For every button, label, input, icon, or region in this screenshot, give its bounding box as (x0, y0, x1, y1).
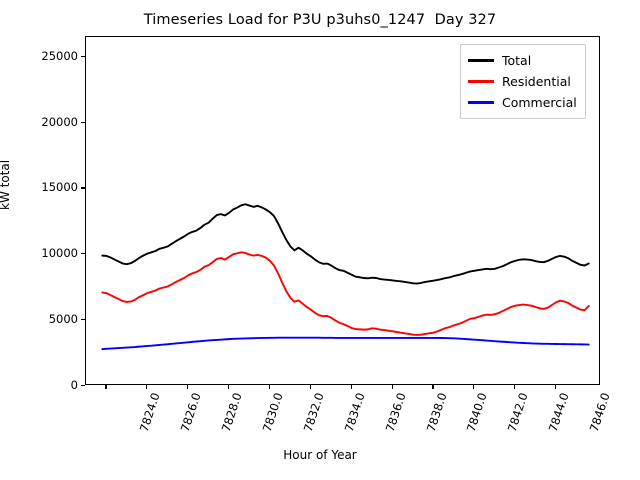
legend-entry: Residential (468, 71, 577, 92)
series-line (101, 336, 590, 351)
x-tick-label: 7846.0 (586, 391, 613, 434)
y-tick-label: 15000 (41, 180, 78, 195)
x-tick-label: 7828.0 (218, 391, 245, 434)
x-axis-label: Hour of Year (283, 448, 357, 462)
x-tick-label: 7830.0 (259, 391, 286, 434)
y-tick-mark (81, 55, 85, 57)
legend-label: Commercial (502, 95, 577, 110)
chart-title: Timeseries Load for P3U p3uhs0_1247 Day … (143, 12, 497, 28)
legend-label: Total (502, 53, 532, 68)
chart-legend: Total Residential Commercial (460, 44, 586, 119)
x-tick-mark (514, 385, 516, 389)
y-tick-label: 25000 (41, 48, 78, 63)
y-tick-label: 0 (70, 378, 78, 392)
x-tick-mark (228, 385, 230, 389)
x-tick-label: 7838.0 (423, 391, 450, 434)
legend-entry: Total (468, 50, 577, 71)
x-tick-mark (309, 385, 311, 389)
y-tick-mark (81, 253, 85, 255)
x-tick-label: 7826.0 (178, 391, 204, 434)
x-tick-label: 7844.0 (545, 391, 572, 434)
x-tick-mark (268, 385, 271, 389)
series-line (101, 251, 590, 336)
y-tick-label: 10000 (41, 246, 78, 261)
y-axis-label: kW total (0, 159, 12, 210)
y-tick-mark (81, 121, 85, 123)
x-tick-label: 7824.0 (137, 391, 163, 434)
legend-swatch (468, 80, 494, 83)
plot-svg (101, 203, 590, 351)
x-tick-mark (146, 385, 148, 389)
y-tick-label: 20000 (41, 114, 78, 129)
y-tick-mark (81, 385, 85, 387)
legend-entry: Commercial (468, 92, 577, 113)
x-tick-label: 7834.0 (341, 391, 368, 434)
x-tick-label: 7832.0 (300, 391, 327, 434)
x-tick-mark (350, 385, 352, 389)
series-line (101, 203, 590, 285)
x-tick-mark (105, 385, 107, 389)
x-tick-mark (391, 385, 393, 389)
x-tick-mark (555, 385, 557, 389)
y-tick-mark (81, 319, 85, 321)
plot-area (85, 36, 600, 385)
legend-label: Residential (502, 74, 571, 89)
x-tick-mark (432, 385, 434, 389)
x-tick-label: 7836.0 (382, 391, 409, 434)
x-tick-label: 7840.0 (464, 391, 490, 434)
x-tick-mark (187, 385, 189, 389)
legend-swatch (468, 59, 494, 62)
y-tick-label: 5000 (48, 312, 78, 327)
legend-swatch (468, 101, 494, 104)
x-tick-mark (473, 385, 475, 389)
y-tick-mark (81, 187, 85, 189)
x-tick-label: 7842.0 (505, 391, 531, 434)
